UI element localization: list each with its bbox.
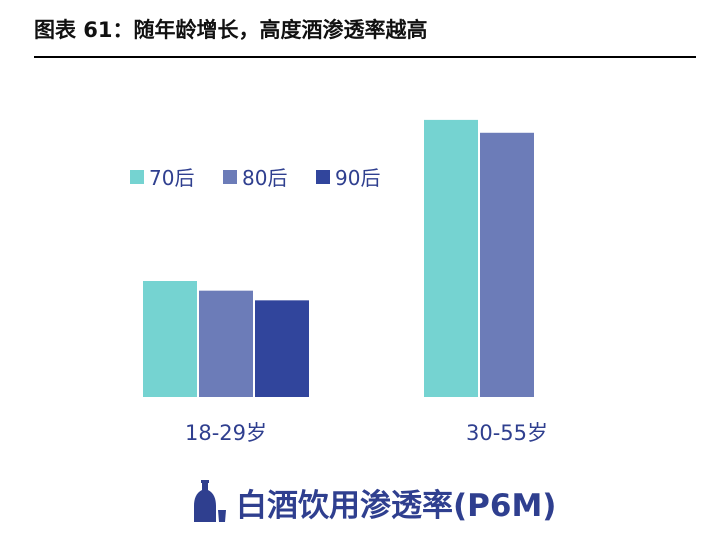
bottom-caption: 白酒饮用渗透率(P6M) bbox=[194, 480, 556, 524]
caption-text: 白酒饮用渗透率(P6M) bbox=[236, 487, 557, 524]
liquor-bottle-cup-icon bbox=[194, 480, 226, 522]
title-divider bbox=[34, 56, 696, 58]
legend-swatch-80后 bbox=[223, 170, 237, 184]
x-axis-ticks: 18-29岁 30-55岁 bbox=[185, 421, 548, 445]
legend-swatch-70后 bbox=[130, 170, 144, 184]
bar-90后-18-29岁 bbox=[255, 300, 309, 397]
legend-swatch-90后 bbox=[316, 170, 330, 184]
legend-label-70后: 70后 bbox=[149, 166, 194, 190]
bar-80后-18-29岁 bbox=[199, 290, 253, 397]
bar-80后-30-55岁 bbox=[480, 132, 534, 397]
x-tick-label: 30-55岁 bbox=[466, 421, 548, 445]
figure-title: 图表 61：随年龄增长，高度酒渗透率越高 bbox=[34, 18, 428, 42]
bar-70后-30-55岁 bbox=[424, 119, 478, 397]
bars-group bbox=[143, 119, 534, 397]
legend-label-90后: 90后 bbox=[335, 166, 380, 190]
legend: 70后 80后 90后 bbox=[130, 166, 380, 190]
legend-label-80后: 80后 bbox=[242, 166, 287, 190]
bar-70后-18-29岁 bbox=[143, 281, 197, 397]
x-tick-label: 18-29岁 bbox=[185, 421, 267, 445]
